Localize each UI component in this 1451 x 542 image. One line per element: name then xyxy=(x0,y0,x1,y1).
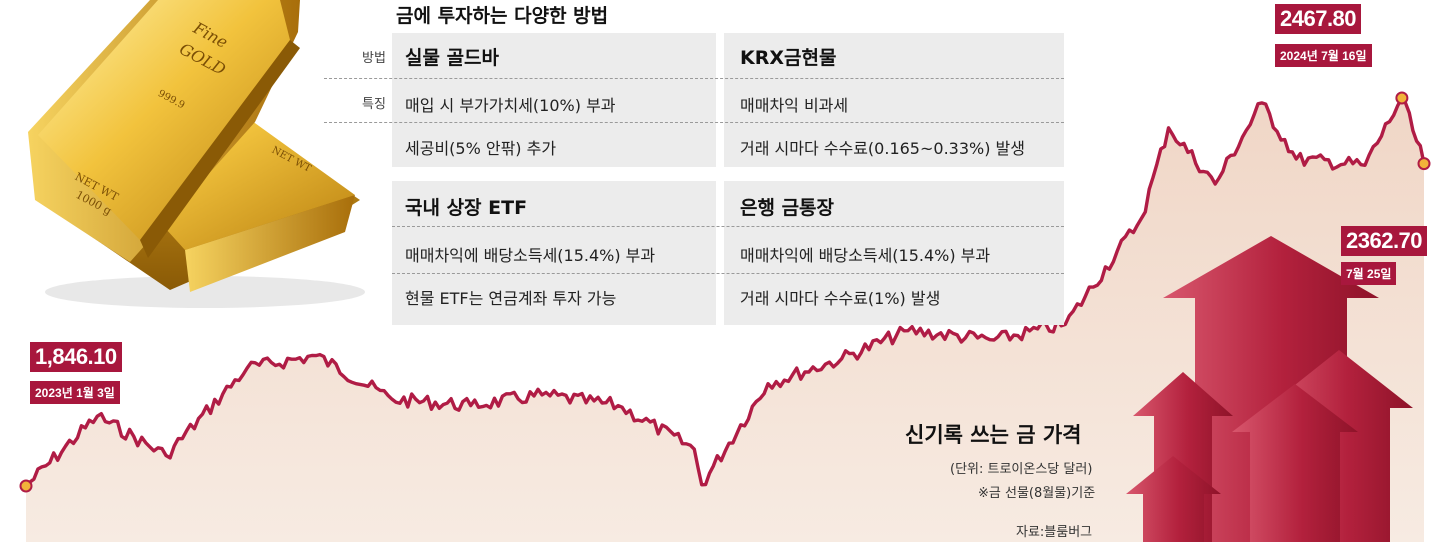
krx-feature-1: 매매차익 비과세 xyxy=(740,96,849,115)
start-point-marker xyxy=(19,479,33,493)
method-name-bank: 은행 금통장 xyxy=(740,197,835,219)
row-label-method: 방법 xyxy=(362,51,386,66)
krx-feature-2: 거래 시마다 수수료(0.165~0.33%) 발생 xyxy=(740,139,1025,158)
etf-feature-1: 매매차익에 배당소득세(15.4%) 부과 xyxy=(405,246,656,265)
record-high-value-label: 2467.80 xyxy=(1275,4,1362,34)
method-panel-krx xyxy=(724,33,1064,167)
start-value-label: 1,846.10 xyxy=(30,342,122,372)
latest-date-label: 7월 25일 xyxy=(1341,262,1397,285)
method-panel-gold-bar xyxy=(392,33,716,167)
row-label-feature: 특징 xyxy=(362,97,386,112)
row-separator xyxy=(324,122,1064,123)
gold-bar-image: Fine GOLD 999.9 NET WT 1000 g NET WT xyxy=(28,0,365,308)
source-note: 자료:블룸버그 xyxy=(1016,525,1093,540)
latest-point-marker xyxy=(1417,157,1431,171)
gold-bar-feature-1: 매입 시 부가가치세(10%) 부과 xyxy=(405,96,616,115)
row-separator xyxy=(324,78,1064,79)
table-title: 금에 투자하는 다양한 방법 xyxy=(396,5,609,27)
row-separator xyxy=(392,273,1064,274)
etf-feature-2: 현물 ETF는 연금계좌 투자 가능 xyxy=(405,289,617,308)
method-name-krx: KRX금현물 xyxy=(740,47,837,69)
method-panel-etf xyxy=(392,181,716,325)
record-high-date-label: 2024년 7월 16일 xyxy=(1275,44,1372,67)
bank-feature-2: 거래 시마다 수수료(1%) 발생 xyxy=(740,289,941,308)
record-high-point-marker xyxy=(1395,91,1409,105)
latest-value-label: 2362.70 xyxy=(1341,226,1428,256)
method-name-etf: 국내 상장 ETF xyxy=(405,197,528,219)
method-panel-bank xyxy=(724,181,1064,325)
start-date-label: 2023년 1월 3일 xyxy=(30,381,120,404)
row-separator xyxy=(392,226,1064,227)
method-name-gold-bar: 실물 골드바 xyxy=(405,47,500,69)
chart-area-fill xyxy=(26,98,1424,542)
bank-feature-1: 매매차익에 배당소득세(15.4%) 부과 xyxy=(740,246,991,265)
decorative-arrows xyxy=(1126,236,1413,542)
chart-title: 신기록 쓰는 금 가격 xyxy=(905,423,1082,447)
gold-bar-feature-2: 세공비(5% 안팎) 추가 xyxy=(405,139,557,158)
gold-price-line xyxy=(24,96,1426,488)
basis-note: ※금 선물(8월물)기준 xyxy=(978,486,1096,501)
unit-note: (단위: 트로이온스당 달러) xyxy=(950,462,1093,477)
